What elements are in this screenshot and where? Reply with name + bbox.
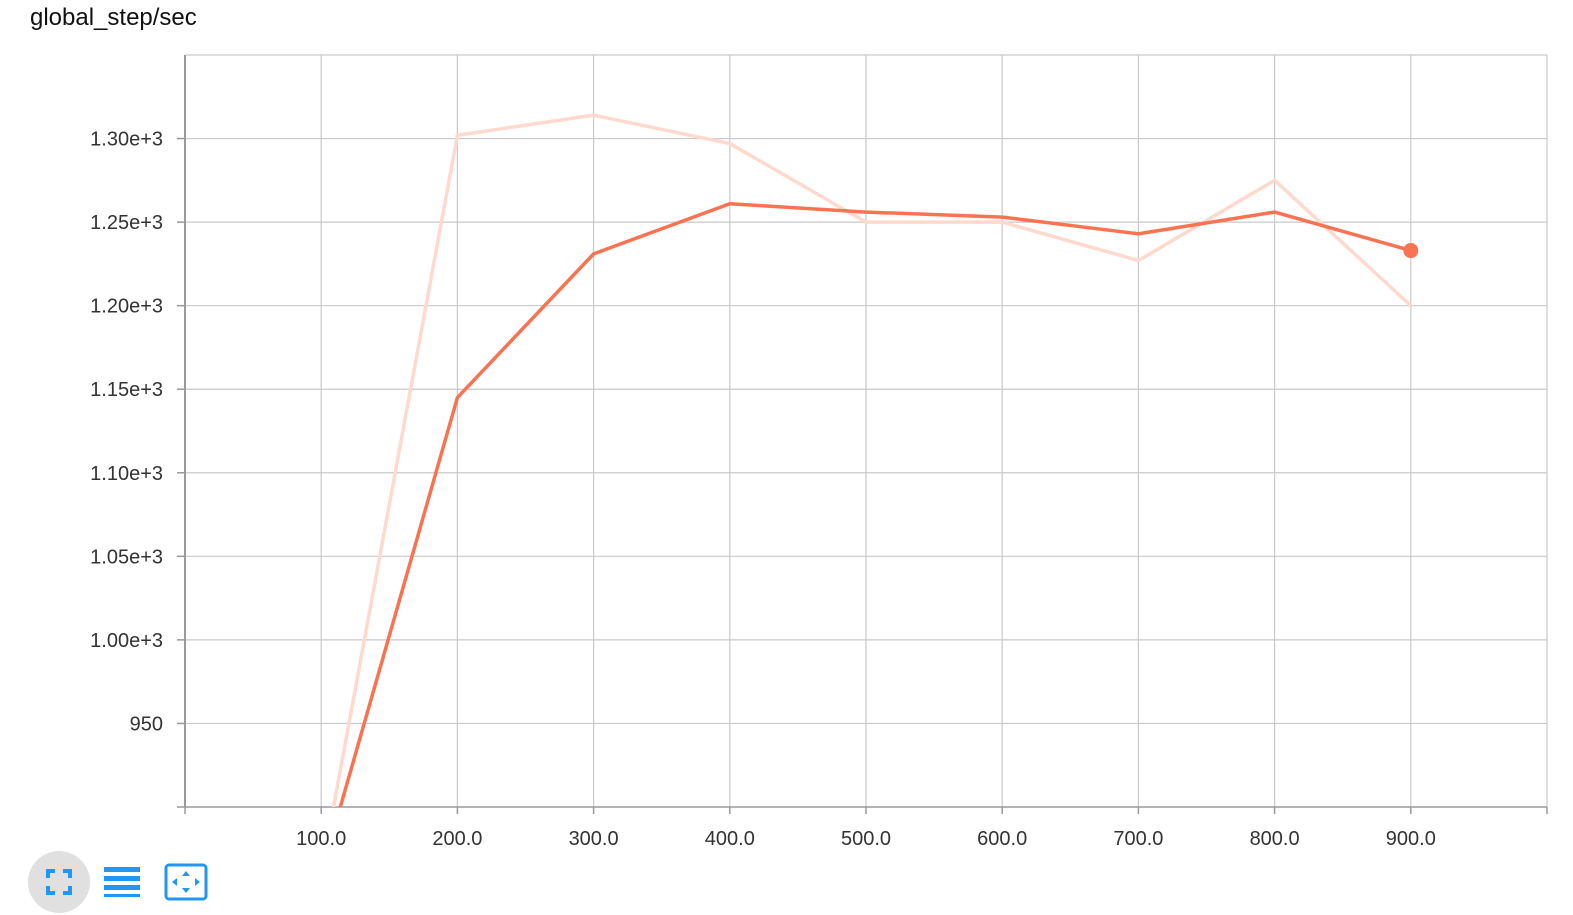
y-tick-label: 1.25e+3 xyxy=(90,212,163,234)
expand-button[interactable] xyxy=(28,851,90,913)
list-icon xyxy=(104,867,140,897)
chart-title: global_step/sec xyxy=(30,4,197,31)
x-tick-label: 200.0 xyxy=(432,828,482,850)
smoothed-series-line xyxy=(338,201,1412,807)
x-tick-label: 900.0 xyxy=(1386,828,1436,850)
x-tick-label: 600.0 xyxy=(977,828,1027,850)
x-tick-label: 400.0 xyxy=(705,828,755,850)
y-tick-label: 1.10e+3 xyxy=(90,463,163,485)
x-tick-label: 500.0 xyxy=(841,828,891,850)
markers xyxy=(1403,243,1419,259)
x-tick-label: 700.0 xyxy=(1113,828,1163,850)
log-scale-button[interactable] xyxy=(90,852,154,912)
raw-series-line xyxy=(331,113,1412,807)
fit-to-data-icon xyxy=(164,863,208,901)
x-tick-label: 800.0 xyxy=(1250,828,1300,850)
y-tick-label: 1.30e+3 xyxy=(90,129,163,151)
y-tick-label: 1.15e+3 xyxy=(90,379,163,401)
series xyxy=(331,113,1412,807)
x-tick-label: 100.0 xyxy=(296,828,346,850)
grid xyxy=(185,54,1548,807)
fit-domain-button[interactable] xyxy=(154,852,218,912)
chart-toolbar xyxy=(28,851,218,913)
line-chart[interactable]: 100.0 200.0 300.0 400.0 500.0 600.0 700.0 800.0… xyxy=(0,0,1573,850)
y-tick-label: 950 xyxy=(130,713,163,735)
fullscreen-icon xyxy=(46,869,72,895)
axes: 100.0 200.0 300.0 400.0 500.0 600.0 700.0 800.0… xyxy=(90,55,1548,850)
y-tick-label: 1.05e+3 xyxy=(90,546,163,568)
y-tick-label: 1.00e+3 xyxy=(90,630,163,652)
last-point-marker[interactable] xyxy=(1403,243,1419,259)
y-tick-label: 1.20e+3 xyxy=(90,296,163,318)
x-tick-label: 300.0 xyxy=(569,828,619,850)
